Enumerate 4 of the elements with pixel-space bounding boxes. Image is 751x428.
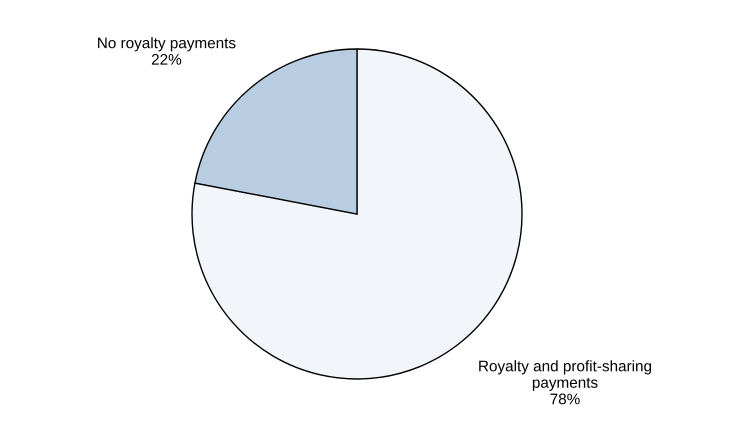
- data-label: 78%: [550, 394, 580, 404]
- slice-label: Royalty and profit-sharing payments: [479, 360, 652, 391]
- data-label: 22%: [152, 54, 182, 65]
- slice-label: No royalty payments: [98, 37, 236, 52]
